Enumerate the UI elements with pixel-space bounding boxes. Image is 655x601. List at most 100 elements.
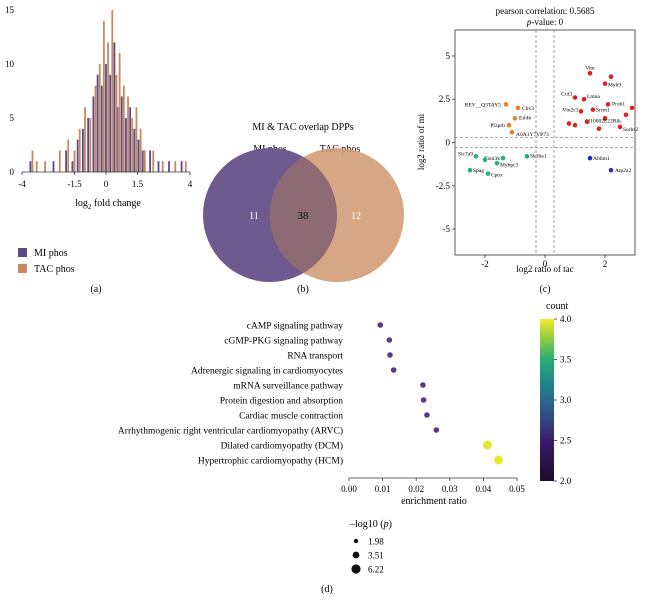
venn-overlap [270, 148, 337, 282]
mi-bar-12 [113, 42, 116, 173]
mi-bar-15 [125, 118, 127, 172]
c-point-label-26: Cpox [491, 173, 503, 179]
c-point-label-5: Prob1 [612, 101, 625, 107]
c-point-label-8: 1110002E22Rik [585, 118, 621, 124]
a-ytick-label-1: 5 [10, 113, 15, 123]
c-point-23 [524, 154, 530, 159]
mi-bar-16 [129, 107, 132, 172]
c-point-label-9: Sorbs2 [623, 127, 639, 133]
tac-bar-5 [73, 150, 76, 172]
c-point-7 [590, 107, 596, 112]
d-pathway-label-7: Arrhythmogenic right ventricular cardiom… [118, 426, 343, 437]
c-point-11 [572, 122, 578, 128]
size-legend-label-1: 3.51 [368, 551, 384, 561]
c-point-4 [581, 96, 587, 102]
panel-label-c: (c) [539, 284, 550, 295]
tac-bar-0 [31, 150, 34, 172]
c-point-label-1: Myh9 [608, 83, 621, 89]
panel-c-scatter: pearson correlation: 0.5685 p-value: 0 -… [416, 6, 639, 295]
tac-bar-9 [94, 85, 97, 172]
panel-label-d: (d) [321, 584, 333, 595]
tac-bar-13 [111, 10, 114, 172]
d-pathway-label-5: Protein digestion and absorption [220, 397, 343, 407]
tac-bar-14 [115, 74, 118, 172]
d-point-3 [390, 367, 397, 373]
mi-bar-8 [96, 74, 99, 172]
a-xtick-label-2: 0 [104, 179, 109, 189]
c-ytick-label-2: 0 [446, 138, 451, 148]
c-point-label-25: Spag [473, 168, 484, 174]
mi-bar-21 [157, 161, 160, 172]
mi-bar-17 [133, 128, 136, 172]
tac-bar-19 [135, 107, 138, 172]
tac-bar-4 [67, 139, 70, 172]
d-xtick-label-4: 0.04 [476, 484, 492, 494]
d-point-4 [420, 382, 426, 388]
mi-bar-14 [120, 96, 123, 172]
c-ytick-label-3: 2.5 [439, 94, 451, 104]
c-xtick-label-2: 2 [603, 259, 608, 269]
d-point-7 [433, 427, 440, 433]
a-xtick-label-0: -4 [18, 179, 26, 189]
c-xtick-label-1: 0 [543, 259, 548, 269]
colorbar-tick-label-3: 3.5 [560, 355, 572, 365]
c-point-26 [485, 171, 491, 176]
mi-bar-13 [116, 107, 119, 172]
c-point-label-19: Pi3prb [490, 123, 505, 129]
legend-label-tac: TAC phos [34, 264, 75, 275]
c-point-15 [629, 105, 635, 111]
c-ytick-label-4: 5 [446, 51, 451, 61]
c-point-20 [509, 129, 515, 135]
c-point-label-28: Ablim1 [593, 156, 610, 162]
d-pathway-label-1: cGMP-PKG signaling pathway [224, 337, 343, 347]
d-point-0 [377, 322, 384, 328]
a-xtick-label-3: 1.5 [132, 179, 144, 189]
d-xtick-label-1: 0.01 [375, 484, 391, 494]
tac-bar-12 [107, 42, 109, 173]
d-xtick-label-0: 0.00 [341, 484, 357, 494]
tac-bar-18 [131, 118, 134, 172]
legend-label-mi: MI phos [34, 248, 68, 259]
colorbar-tick-label-2: 3.0 [560, 395, 572, 405]
c-point-29 [608, 167, 614, 173]
c-point-label-16: REV__Q3TAY5 [465, 102, 502, 108]
c-point-label-17: Cbx3 [522, 106, 534, 112]
d-pathway-label-0: cAMP signaling pathway [247, 322, 343, 332]
mi-bar-5 [82, 128, 84, 172]
c-point-1 [602, 81, 608, 86]
d-xtick-label-3: 0.03 [442, 484, 458, 494]
d-point-5 [420, 397, 427, 403]
a-ytick-label-3: 15 [5, 5, 15, 15]
d-pathway-label-4: mRNA surveillance pathway [233, 382, 343, 392]
c-point-21 [473, 154, 479, 159]
tac-bar-24 [174, 161, 177, 172]
venn-overlap-count: 38 [298, 210, 310, 222]
d-x-axis-label: enrichment ratio [401, 496, 467, 507]
c-point-label-7: Srrm1 [596, 108, 610, 114]
d-point-1 [386, 337, 393, 343]
c-point-24 [494, 160, 500, 166]
c-point-label-20: A0A1Y7VP73 [516, 132, 549, 138]
c-point-label-24: Mybpc3 [500, 162, 519, 168]
c-ytick-label-0: -5 [443, 224, 451, 234]
colorbar-title: count [546, 301, 568, 312]
c-point-22 [500, 155, 506, 161]
c-point-label-4: Lmna [587, 94, 600, 100]
venn-right-count: 12 [351, 211, 361, 222]
mi-bar-0 [29, 161, 32, 172]
mi-bar-11 [109, 74, 112, 172]
c-title-line2: p-value: 0 [526, 17, 564, 27]
c-point-label-21: Slc7a9 [458, 151, 473, 157]
d-point-9 [494, 455, 504, 465]
d-pathway-label-6: Cardiac muscle contraction [239, 412, 343, 422]
colorbar-tick-label-0: 2.0 [560, 476, 572, 486]
size-legend-title: –log10 (p) [349, 519, 392, 530]
a-xtick-label-4: 4 [188, 179, 193, 189]
d-point-6 [424, 412, 430, 418]
c-point-label-3: Cut3 [561, 92, 572, 98]
d-xtick-label-2: 0.02 [408, 484, 424, 494]
tac-bar-11 [103, 20, 105, 172]
c-point-label-22: Tnni3k [484, 156, 500, 162]
a-ytick-label-0: 0 [10, 167, 15, 177]
a-x-axis-label: log2 fold change [75, 198, 141, 211]
